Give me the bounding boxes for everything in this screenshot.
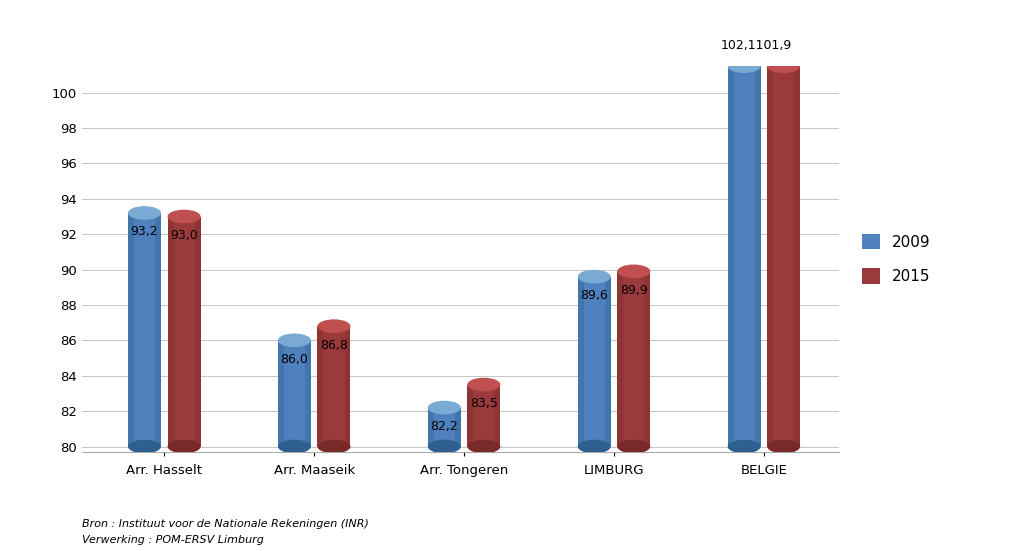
Text: 89,6: 89,6	[580, 289, 608, 302]
Text: 93,2: 93,2	[131, 225, 159, 239]
Polygon shape	[428, 408, 460, 446]
Polygon shape	[767, 66, 773, 446]
Polygon shape	[605, 277, 611, 446]
Polygon shape	[578, 277, 584, 446]
Polygon shape	[727, 66, 761, 446]
Ellipse shape	[317, 440, 351, 453]
Text: 82,2: 82,2	[431, 420, 458, 433]
Text: 86,0: 86,0	[280, 353, 308, 366]
Ellipse shape	[128, 440, 161, 453]
Polygon shape	[468, 385, 500, 446]
Text: 83,5: 83,5	[470, 397, 498, 410]
Polygon shape	[128, 213, 161, 446]
Polygon shape	[767, 66, 800, 446]
Polygon shape	[578, 277, 611, 446]
Text: 86,8: 86,8	[320, 338, 348, 352]
Polygon shape	[644, 271, 651, 446]
Text: 93,0: 93,0	[170, 229, 197, 242]
Ellipse shape	[727, 60, 761, 73]
Ellipse shape	[578, 270, 611, 284]
Legend: 2009, 2015: 2009, 2015	[854, 226, 938, 292]
Polygon shape	[305, 341, 311, 446]
Text: Verwerking : POM-ERSV Limburg: Verwerking : POM-ERSV Limburg	[82, 536, 264, 545]
Polygon shape	[755, 66, 761, 446]
Polygon shape	[617, 271, 623, 446]
Ellipse shape	[128, 206, 161, 220]
Text: 102,1101,9: 102,1101,9	[721, 39, 792, 52]
Polygon shape	[278, 341, 283, 446]
Ellipse shape	[317, 320, 351, 333]
Text: 89,9: 89,9	[620, 284, 648, 297]
Ellipse shape	[727, 440, 761, 453]
Ellipse shape	[168, 210, 201, 223]
Polygon shape	[194, 217, 201, 446]
Polygon shape	[794, 66, 800, 446]
Text: Bron : Instituut voor de Nationale Rekeningen (INR): Bron : Instituut voor de Nationale Reken…	[82, 519, 368, 529]
Ellipse shape	[617, 440, 651, 453]
Polygon shape	[455, 408, 460, 446]
Polygon shape	[168, 217, 174, 446]
Polygon shape	[617, 271, 651, 446]
Ellipse shape	[767, 440, 800, 453]
Polygon shape	[494, 385, 500, 446]
Polygon shape	[317, 326, 351, 446]
Polygon shape	[128, 213, 134, 446]
Polygon shape	[428, 408, 434, 446]
Ellipse shape	[428, 440, 460, 453]
Polygon shape	[468, 385, 474, 446]
Ellipse shape	[767, 60, 800, 73]
Polygon shape	[168, 217, 201, 446]
Ellipse shape	[578, 440, 611, 453]
Polygon shape	[727, 66, 733, 446]
Ellipse shape	[617, 264, 651, 278]
Polygon shape	[278, 341, 311, 446]
Ellipse shape	[468, 440, 500, 453]
Ellipse shape	[168, 440, 201, 453]
Polygon shape	[155, 213, 161, 446]
Polygon shape	[345, 326, 351, 446]
Polygon shape	[317, 326, 323, 446]
Ellipse shape	[278, 333, 311, 347]
Ellipse shape	[468, 378, 500, 391]
Ellipse shape	[278, 440, 311, 453]
Ellipse shape	[428, 401, 460, 414]
